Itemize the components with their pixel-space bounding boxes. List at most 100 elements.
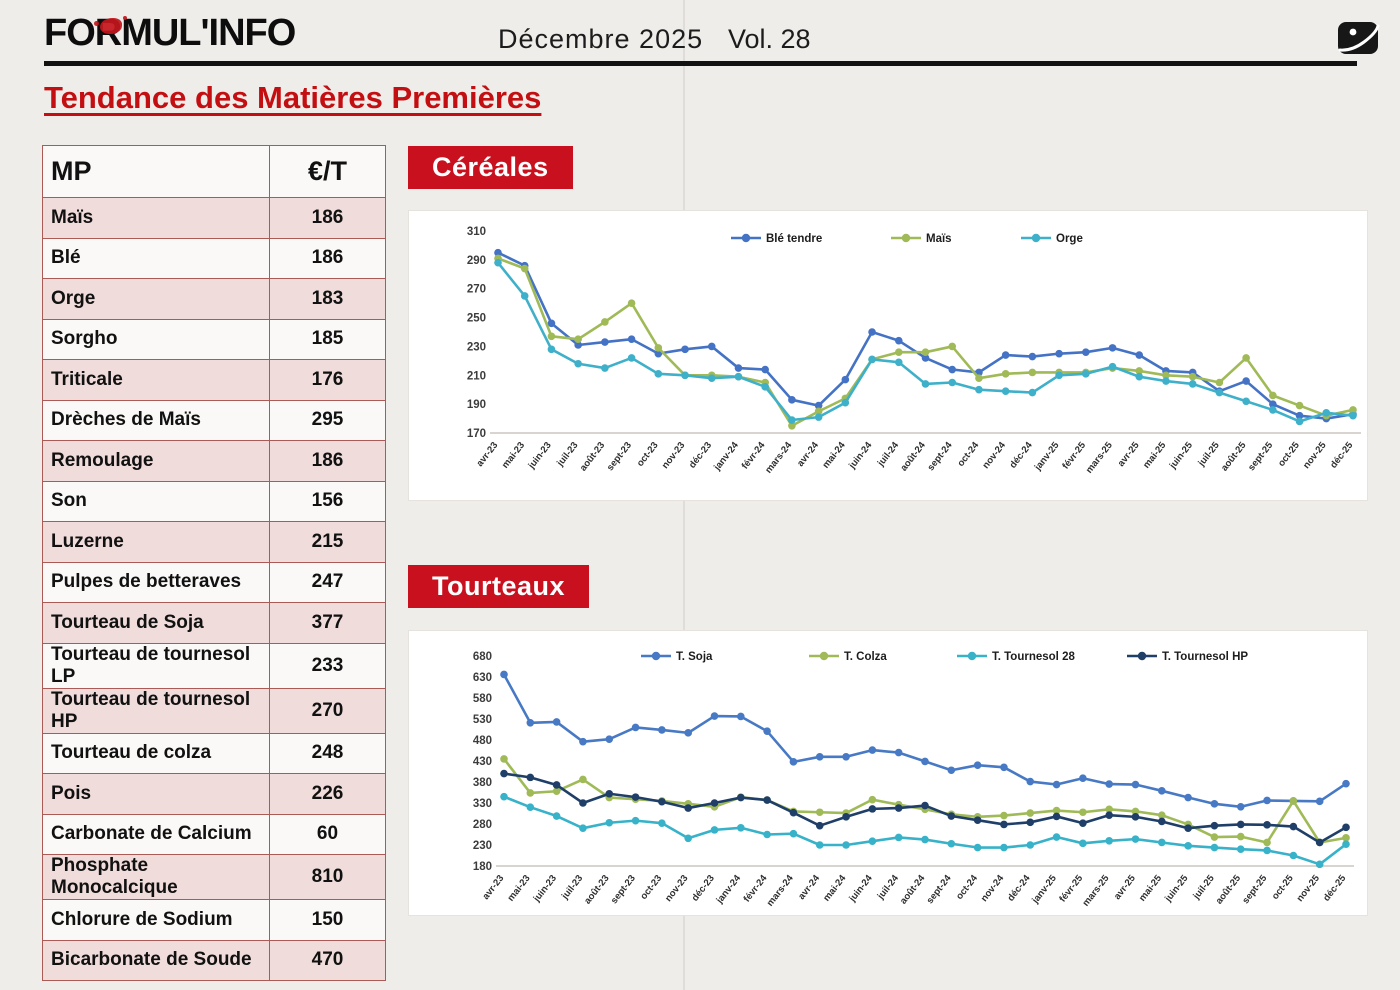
series-ma-s [494,254,1357,430]
data-point [763,796,771,804]
data-point [1188,372,1197,381]
svg-text:mai-25: mai-25 [1137,873,1165,904]
data-point [1210,833,1219,841]
data-point [627,299,636,307]
data-point [1000,843,1008,852]
svg-text:déc-25: déc-25 [1321,873,1349,904]
data-point [1108,344,1117,352]
table-row: Chlorure de Sodium 150 [42,899,386,941]
data-point [1263,846,1271,855]
mp-name-cell: Sorgho [42,318,270,360]
legend-marker-dot [819,651,829,661]
svg-text:210: 210 [467,370,486,382]
series-bl-tendre [494,248,1357,423]
svg-text:180: 180 [473,861,492,873]
data-point [526,718,535,727]
svg-text:nov-23: nov-23 [660,440,688,471]
data-point [761,383,769,391]
data-point [894,748,903,757]
svg-text:190: 190 [467,399,486,411]
mp-price-cell: 810 [269,854,386,900]
data-point [1135,372,1144,381]
svg-text:380: 380 [473,777,492,789]
data-point [654,344,663,352]
svg-text:280: 280 [473,819,492,831]
data-point [763,727,771,735]
data-point [788,416,796,424]
data-point [627,335,636,344]
svg-text:août-23: août-23 [582,873,611,906]
volume-number: Vol. 28 [728,24,811,54]
data-point [734,364,743,372]
svg-text:avr-23: avr-23 [480,873,506,902]
data-point [500,769,508,778]
legend-marker-dot [1137,651,1147,661]
data-point [631,793,640,801]
svg-text:juil-24: juil-24 [875,873,902,903]
mp-price-cell: 247 [269,561,386,603]
data-point [574,341,582,349]
legend-label: T. Soja [676,651,713,663]
svg-text:juin-24: juin-24 [847,873,876,905]
data-point [574,335,582,344]
mp-price-cell: 186 [269,440,386,482]
data-point [1079,819,1087,827]
data-point [1052,833,1061,841]
data-point [579,737,587,746]
svg-text:juin-23: juin-23 [531,873,559,905]
svg-text:mars-24: mars-24 [765,873,797,909]
data-point [1184,793,1192,802]
masthead: FORMUL'INFO Décembre 2025 Vol. 28 [0,0,1400,70]
data-point [707,342,716,351]
table-row: Maïs 186 [42,197,386,239]
data-point [1158,817,1166,826]
data-point [1184,824,1192,832]
data-point [681,371,689,380]
data-point [574,359,582,368]
data-point [815,841,824,849]
mp-price-cell: 295 [269,399,386,441]
data-point [815,753,824,761]
data-point [1158,787,1166,795]
data-point [975,385,983,394]
cereales-chart-card: 170 190 210 230 250 270 290 310 avr-23 mai-23 juin… [408,210,1368,501]
data-point [1135,367,1144,375]
svg-text:230: 230 [467,341,486,353]
mp-name-cell: Bicarbonate de Soude [42,939,270,981]
data-point [1342,779,1350,788]
data-point [1269,406,1277,414]
mp-price-cell: 248 [269,732,386,774]
data-point [1269,400,1277,408]
series-t-colza [500,755,1350,847]
svg-text:630: 630 [473,672,492,684]
data-point [1215,388,1224,397]
data-point [1079,839,1087,848]
svg-text:oct-25: oct-25 [1270,873,1296,902]
mp-name-cell: Drèches de Maïs [42,399,270,441]
data-point [1082,348,1090,356]
data-point [547,345,556,354]
svg-text:290: 290 [467,255,486,267]
data-point [631,723,640,732]
data-point [1079,808,1087,817]
svg-text:680: 680 [473,651,492,663]
data-point [763,830,771,839]
mp-price-cell: 226 [269,773,386,815]
data-point [921,354,930,362]
data-point [500,792,508,801]
mp-name-cell: Orge [42,278,270,320]
data-point [1026,818,1035,827]
data-point [1131,807,1140,816]
y-axis-ticks: 180 230 280 330 380 430 480 530 580 630 680 [473,651,492,873]
svg-text:juil-24: juil-24 [875,440,902,470]
data-point [973,816,982,825]
data-point [788,396,796,404]
svg-text:oct-23: oct-23 [638,873,664,902]
data-point [868,795,877,804]
data-point [842,753,850,761]
data-point [627,354,636,362]
legend-label: T. Tournesol HP [1162,651,1248,663]
header-rule [44,61,1357,66]
mp-name-cell: Tourteau de tournesol LP [42,642,270,689]
svg-text:sept-25: sept-25 [1246,440,1276,474]
